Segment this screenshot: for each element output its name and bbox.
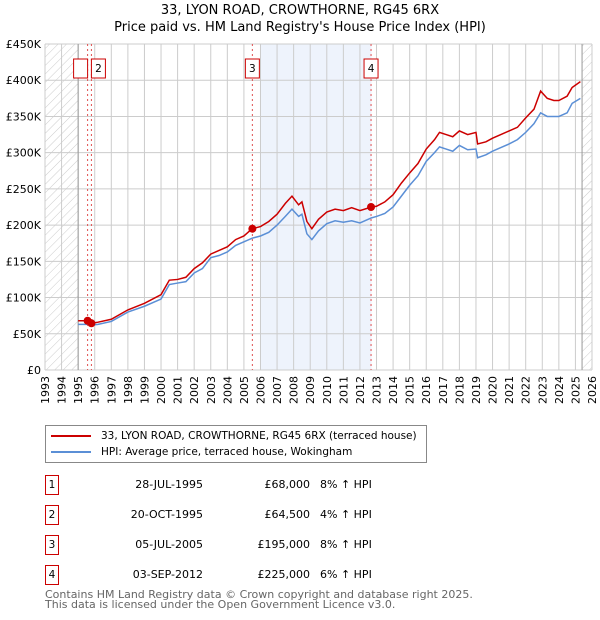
x-tick-label: 2012 [354, 376, 367, 404]
hatched-after [582, 44, 592, 370]
sale-label-box [73, 58, 89, 79]
sale-number: 2 [45, 505, 59, 525]
legend-label: HPI: Average price, terraced house, Woki… [101, 446, 353, 458]
x-tick-label: 2005 [238, 376, 251, 404]
x-tick-label: 2006 [254, 376, 267, 404]
x-tick-label: 2001 [172, 376, 185, 404]
x-tick-label: 2013 [371, 376, 384, 404]
x-tick-label: 2000 [155, 376, 168, 404]
sale-price: £64,500 [264, 508, 311, 521]
y-tick-label: £350K [6, 110, 42, 123]
series-line-property [78, 81, 581, 325]
sale-row: 2 20-OCT-1995 £64,500 4% ↑ HPI [45, 505, 445, 525]
price-chart: 1993 1994 1995 1996 1997 1998 1999 2000 2001 2002… [6, 38, 599, 404]
footer-line: This data is licensed under the Open Gov… [45, 598, 396, 611]
x-tick-label: 2023 [536, 376, 549, 404]
y-tick-label: £250K [6, 183, 42, 196]
sale-point [87, 319, 96, 328]
sale-point [248, 224, 257, 233]
x-tick-label: 2017 [437, 376, 450, 404]
sale-label-box [244, 58, 260, 79]
x-tick-label: 2002 [188, 376, 201, 404]
x-tick-label: 1994 [56, 376, 69, 404]
sale-point [367, 203, 376, 211]
x-tick-label: 2024 [553, 376, 566, 404]
sale-date: 20-OCT-1995 [130, 508, 203, 521]
legend-swatch-blue [51, 451, 91, 453]
sale-row: 4 03-SEP-2012 £225,000 6% ↑ HPI [45, 565, 445, 585]
y-tick-label: £450K [6, 38, 42, 51]
x-tick-label: 2007 [271, 376, 284, 404]
x-tick-label: 2003 [205, 376, 218, 404]
sale-row: 1 28-JUL-1995 £68,000 8% ↑ HPI [45, 475, 445, 495]
y-tick-label: £50K [13, 328, 42, 341]
x-tick-label: 2004 [221, 376, 234, 404]
chart-subtitle: Price paid vs. HM Land Registry's House … [114, 20, 486, 35]
x-tick-label: 1999 [138, 376, 151, 404]
sale-label: 3 [249, 63, 256, 75]
sale-label-box [90, 58, 106, 79]
x-tick-label: 2026 [586, 376, 599, 404]
shaded-period [260, 44, 372, 370]
x-tick-label: 2015 [404, 376, 417, 404]
x-tick-label: 2020 [487, 376, 500, 404]
x-tick-label: 2011 [337, 376, 350, 404]
sale-hpi-diff: 8% ↑ HPI [320, 538, 372, 551]
sale-hpi-diff: 4% ↑ HPI [320, 508, 372, 521]
sale-label: 4 [368, 63, 375, 75]
x-tick-label: 2018 [453, 376, 466, 404]
legend-item-property: 33, LYON ROAD, CROWTHORNE, RG45 6RX (ter… [51, 430, 417, 442]
sale-number: 4 [45, 565, 59, 585]
legend: 33, LYON ROAD, CROWTHORNE, RG45 6RX (ter… [45, 425, 427, 463]
legend-item-hpi: HPI: Average price, terraced house, Woki… [51, 446, 352, 458]
sale-row: 3 05-JUL-2005 £195,000 8% ↑ HPI [45, 535, 445, 555]
x-tick-label: 1998 [122, 376, 135, 404]
y-tick-label: £200K [6, 219, 42, 232]
sale-price: £68,000 [264, 478, 311, 491]
x-tick-label: 2022 [520, 376, 533, 404]
series-line-hpi [78, 97, 581, 326]
y-tick-label: £0 [27, 364, 41, 377]
sale-number: 1 [45, 475, 59, 495]
legend-swatch-red [51, 435, 91, 437]
sale-label: 2 [95, 63, 102, 75]
x-tick-label: 2019 [470, 376, 483, 404]
sale-date: 03-SEP-2012 [132, 568, 203, 581]
sale-price: £195,000 [257, 538, 311, 551]
x-tick-label: 2021 [503, 376, 516, 404]
sale-label-box [363, 58, 379, 79]
footer-line: Contains HM Land Registry data © Crown c… [45, 588, 473, 601]
chart-title: 33, LYON ROAD, CROWTHORNE, RG45 6RX [160, 3, 440, 18]
sale-hpi-diff: 6% ↑ HPI [320, 568, 372, 581]
x-tick-label: 2008 [288, 376, 301, 404]
y-tick-label: £150K [6, 255, 42, 268]
x-tick-label: 1997 [105, 376, 118, 404]
x-tick-label: 1996 [89, 376, 102, 404]
x-tick-label: 2016 [420, 376, 433, 404]
x-tick-label: 1993 [39, 376, 52, 404]
x-tick-label: 2025 [569, 376, 582, 404]
sale-date: 05-JUL-2005 [135, 538, 203, 551]
sale-hpi-diff: 8% ↑ HPI [320, 478, 372, 491]
sale-price: £225,000 [257, 568, 311, 581]
legend-label: 33, LYON ROAD, CROWTHORNE, RG45 6RX (ter… [101, 430, 417, 442]
y-tick-label: £300K [6, 147, 42, 160]
sale-date: 28-JUL-1995 [135, 478, 203, 491]
x-tick-label: 2014 [387, 376, 400, 404]
x-tick-label: 2010 [321, 376, 334, 404]
y-tick-label: £400K [6, 74, 42, 87]
x-tick-label: 2009 [304, 376, 317, 404]
footer: Contains HM Land Registry data © Crown c… [45, 588, 473, 611]
y-tick-label: £100K [6, 292, 42, 305]
sale-number: 3 [45, 535, 59, 555]
x-tick-label: 1995 [72, 376, 85, 404]
